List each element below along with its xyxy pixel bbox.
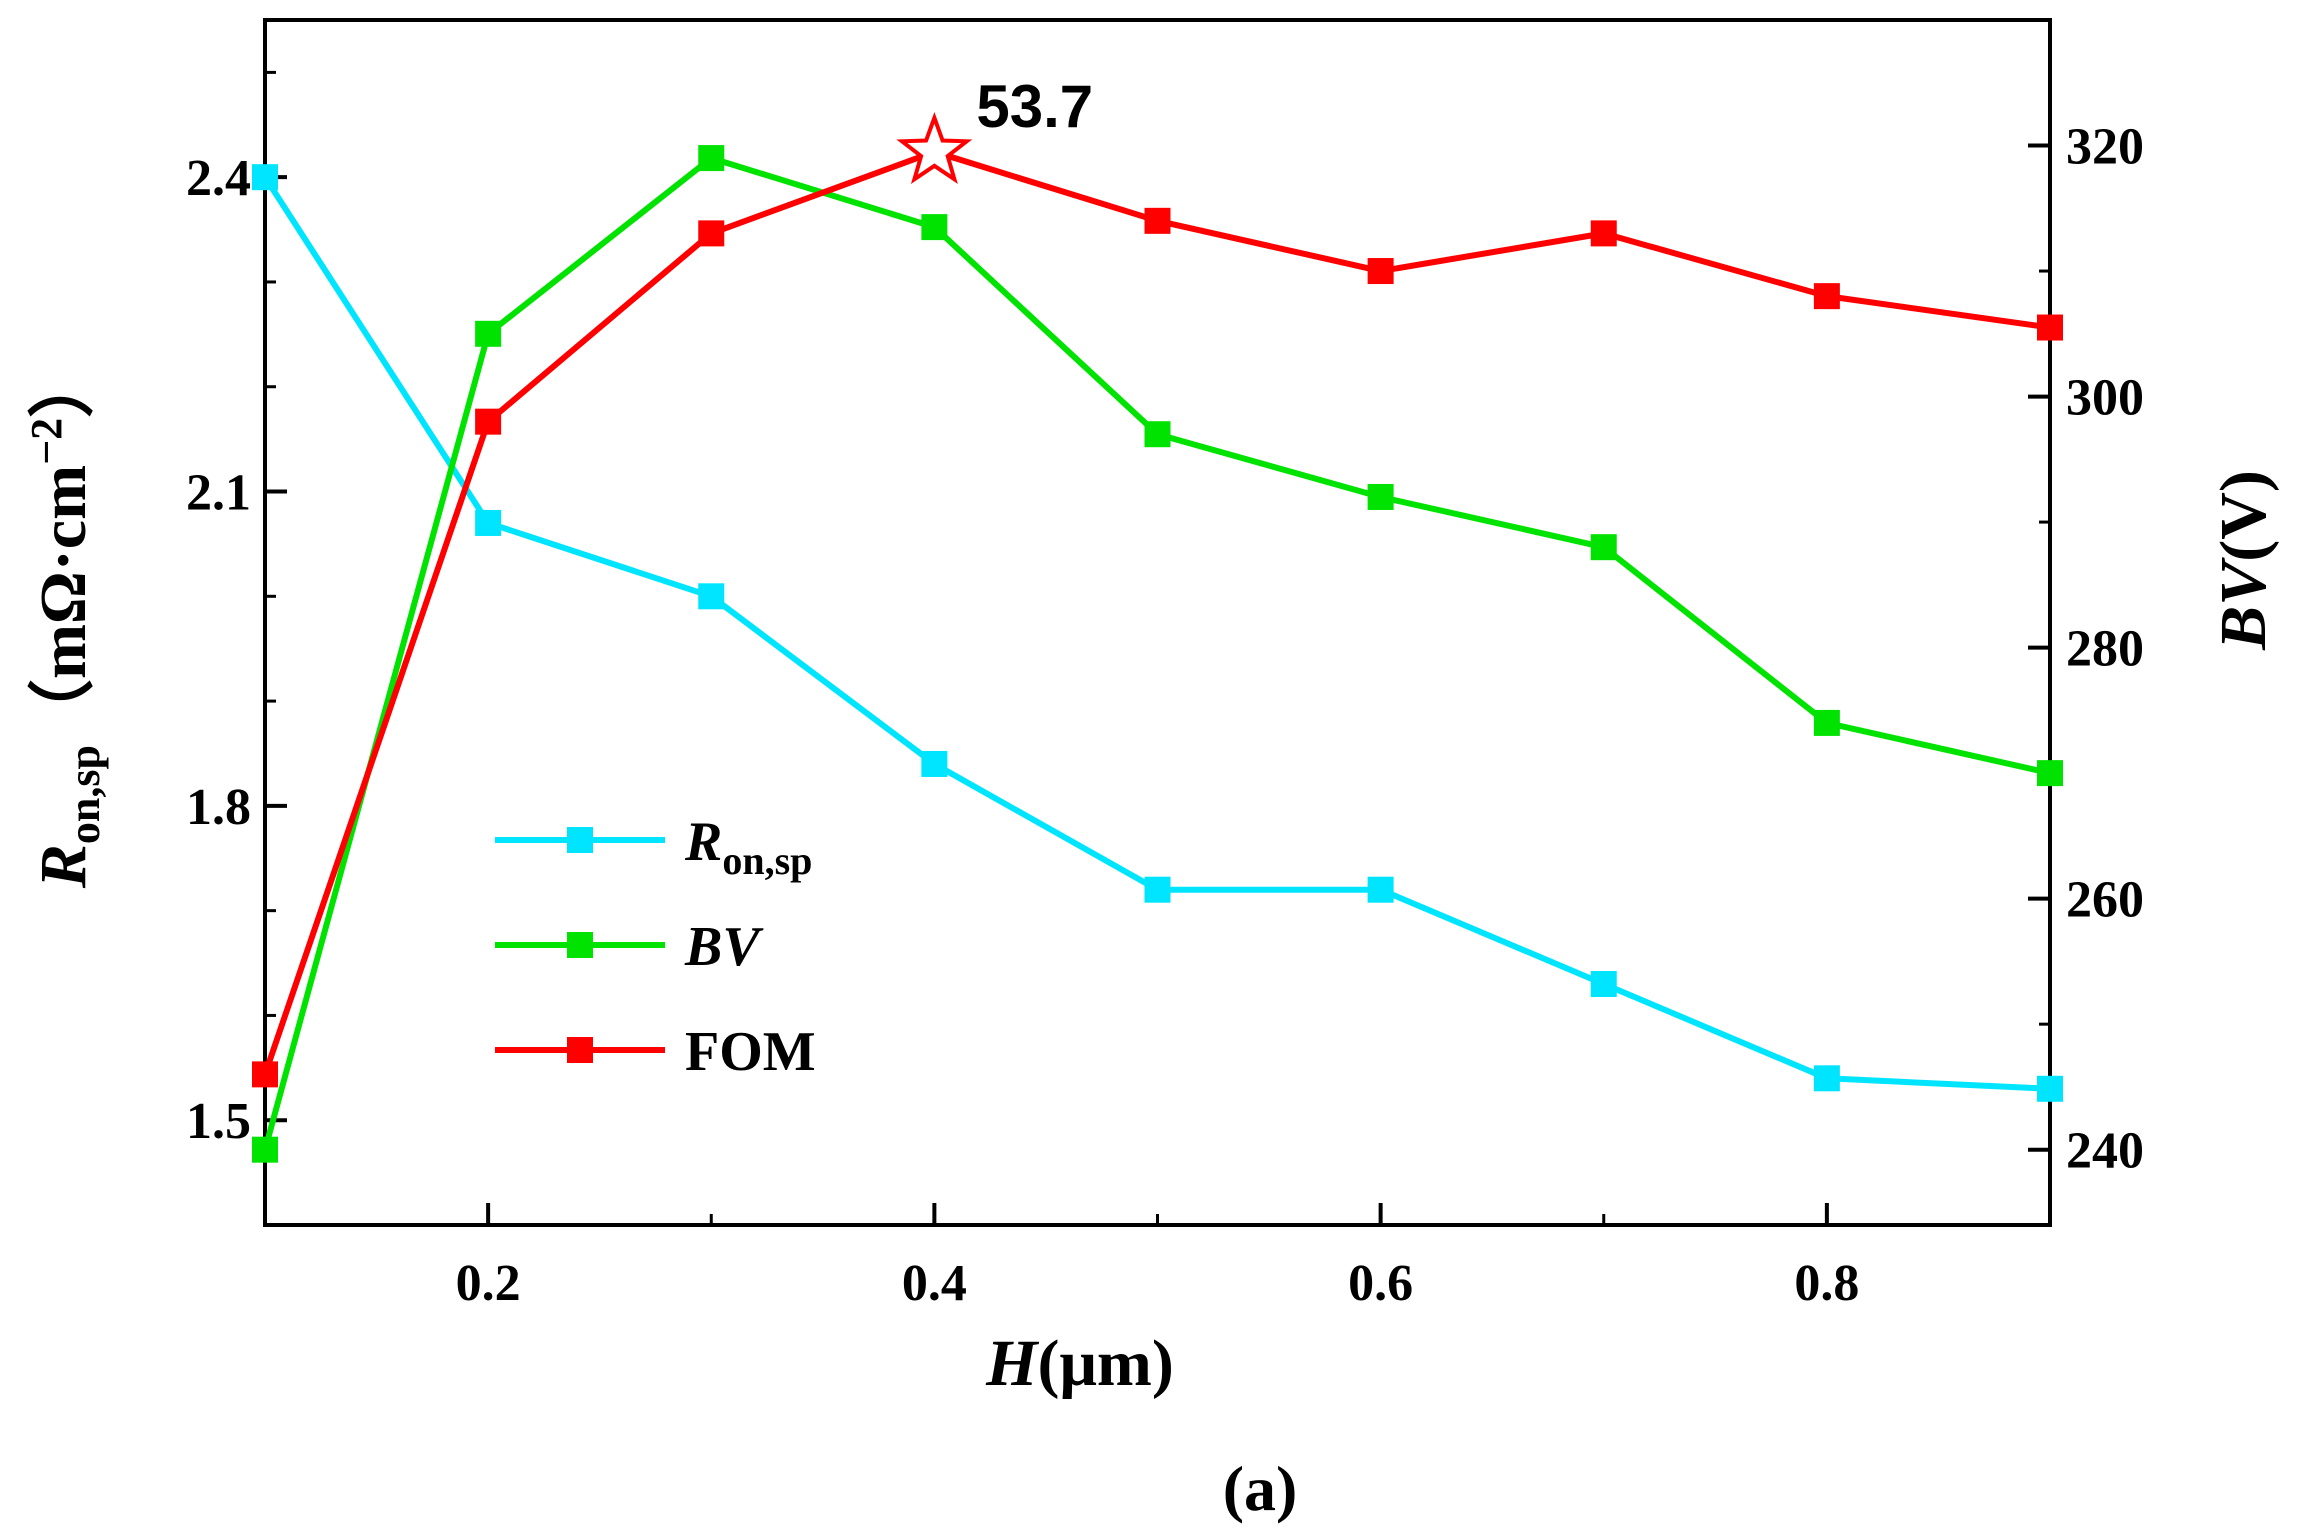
y-left-tick-label: 2.1 (186, 465, 251, 522)
data-point-ron-sp (1813, 1065, 1840, 1092)
data-point-fom (1590, 220, 1617, 247)
data-point-ron-sp (1144, 876, 1171, 903)
data-point-ron-sp (252, 164, 278, 191)
data-point-bv (1813, 709, 1840, 736)
data-point-fom (698, 220, 725, 247)
data-point-fom (1813, 283, 1840, 310)
data-point-ron-sp (1367, 876, 1394, 903)
data-point-ron-sp (1590, 971, 1617, 997)
y-left-title-sup: −2 (22, 418, 71, 465)
y-axis-right-title: BV(V) (2207, 470, 2280, 651)
x-axis-title: H(μm) (985, 1327, 1174, 1400)
y-left-title-sub: on,sp (60, 745, 109, 844)
data-point-ron-sp (475, 509, 502, 536)
y-left-title-var: R (27, 844, 100, 889)
data-point-ron-sp (698, 583, 725, 610)
series-line-ron-sp (262, 175, 2051, 1092)
y-left-tick-label: 2.4 (186, 150, 251, 207)
y-right-tick-label: 300 (2066, 370, 2144, 427)
series-lines (262, 148, 2051, 1151)
legend-label-ron-sp: Ron,sp (684, 811, 812, 883)
y-right-tick-label: 320 (2066, 119, 2144, 176)
y-right-tick-label: 280 (2066, 621, 2144, 678)
peak-annotation: 53.7 (896, 73, 1093, 185)
x-tick-label: 0.8 (1794, 1255, 1859, 1312)
data-point-fom (475, 408, 502, 435)
legend-label-fom: FOM (685, 1021, 816, 1083)
data-point-ron-sp (2037, 1075, 2063, 1102)
data-point-fom (1367, 258, 1394, 285)
plot-area-border (263, 18, 2052, 1227)
legend-marker-ron-sp (567, 827, 593, 853)
data-point-bv (2037, 760, 2063, 787)
data-point-bv (698, 145, 725, 172)
plot-frame (263, 18, 2052, 1227)
x-axis-title-unit: (μm) (1037, 1327, 1173, 1400)
data-point-fom (2037, 314, 2063, 341)
star-marker-icon (896, 111, 973, 185)
y-right-tick-label: 240 (2066, 1123, 2144, 1180)
y-axis-left-title: Ron,sp（mΩ·cm−2） (22, 352, 109, 889)
data-point-bv (1144, 421, 1171, 448)
legend-marker-bv (567, 932, 593, 958)
y-right-tick-label: 260 (2066, 872, 2144, 929)
figure-caption: (a) (1223, 1453, 1298, 1524)
x-tick-label: 0.4 (902, 1255, 967, 1312)
data-point-bv (475, 320, 502, 347)
legend: Ron,sp BV FOM (495, 811, 816, 1083)
x-tick-label: 0.2 (456, 1255, 521, 1312)
y-left-title-close: ） (26, 352, 100, 418)
legend-label-bv: BV (684, 916, 764, 978)
y-right-title-unit: (V) (2207, 470, 2280, 562)
data-point-bv (252, 1136, 278, 1163)
series-line-bv (262, 155, 2051, 1151)
x-axis-title-var: H (985, 1327, 1040, 1400)
legend-marker-fom (567, 1037, 593, 1063)
series-markers (252, 145, 2063, 1163)
y-left-tick-label: 1.5 (186, 1093, 251, 1150)
x-tick-label: 0.6 (1348, 1255, 1413, 1312)
y-left-title-unit: （mΩ·cm (26, 465, 100, 745)
peak-value-label: 53.7 (976, 73, 1093, 140)
data-point-ron-sp (921, 750, 948, 777)
y-left-tick-label: 1.8 (186, 779, 251, 836)
data-point-fom (1144, 207, 1171, 234)
series-line-fom (262, 148, 2051, 1076)
axis-ticks: 0.2 0.4 0.6 0.8 1.5 1.8 2.1 2.4 240 260 280 300 320 (186, 70, 2144, 1312)
data-point-bv (1367, 483, 1394, 510)
data-point-bv (921, 214, 948, 241)
data-point-bv (1590, 534, 1617, 561)
y-right-title-var: BV (2207, 557, 2280, 651)
data-point-fom (252, 1061, 278, 1088)
